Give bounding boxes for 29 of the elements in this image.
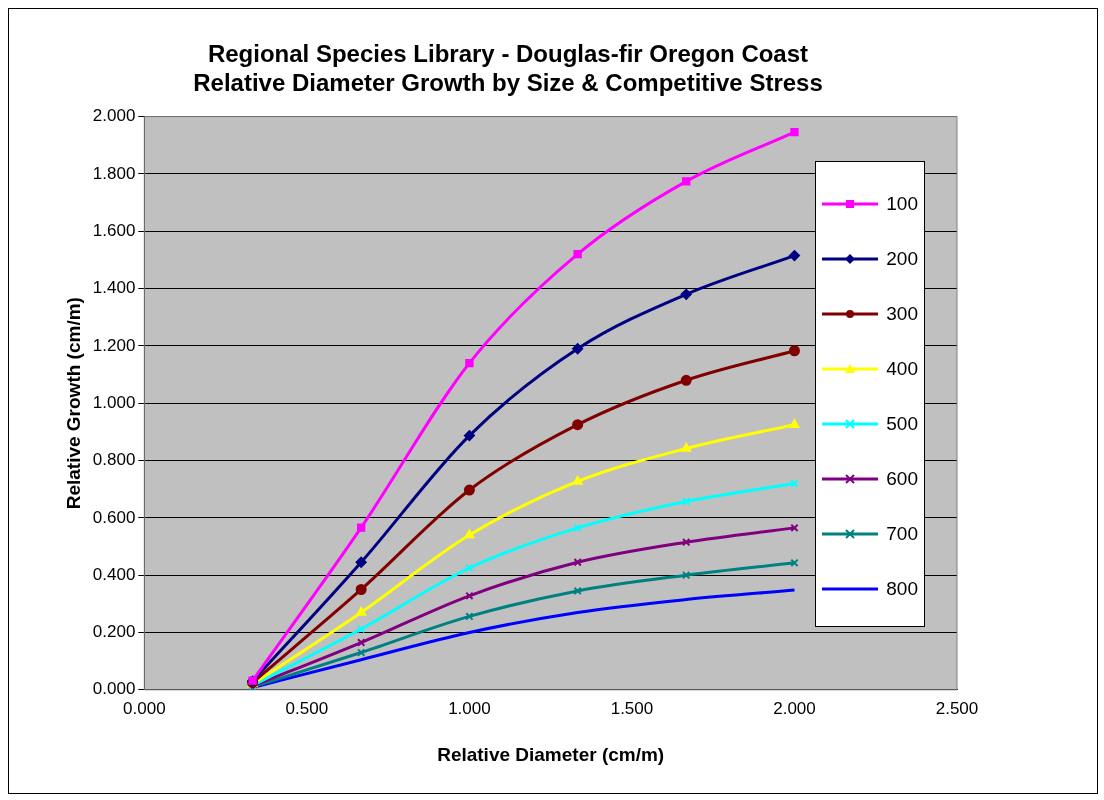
y-tick-label: 0.000 <box>92 679 136 699</box>
legend-label: 300 <box>886 302 918 325</box>
y-tick-label: 2.000 <box>92 106 136 126</box>
x-tick-label: 2.000 <box>773 698 816 718</box>
legend-label: 700 <box>886 522 918 545</box>
text: Relative Diameter Growth by Size & Competitive Stress <box>193 68 823 96</box>
x-tick-label: 1.000 <box>448 698 491 718</box>
y-tick-label: 0.200 <box>92 622 136 642</box>
text: Regional Species Library - Douglas-fir Oregon Coast <box>207 40 809 68</box>
legend-label: 400 <box>886 357 918 380</box>
legend-label: 500 <box>886 412 918 435</box>
y-tick-label: 1.800 <box>92 163 136 183</box>
y-tick-label: 1.000 <box>92 392 136 412</box>
legend-label: 800 <box>886 577 918 600</box>
y-tick-label: 0.400 <box>92 564 136 584</box>
legend-label: 200 <box>886 247 918 270</box>
x-axis-title: Relative Diameter (cm/m) <box>437 743 665 765</box>
y-tick-label: 0.800 <box>92 450 136 470</box>
y-tick-label: 1.400 <box>92 278 136 298</box>
legend-label: 600 <box>886 467 918 490</box>
legend-label: 100 <box>886 192 918 215</box>
x-tick-label: 0.500 <box>285 698 329 718</box>
x-tick-label: 0.000 <box>123 698 166 718</box>
y-tick-label: 0.600 <box>92 507 136 527</box>
x-tick-label: 2.500 <box>935 698 979 718</box>
x-tick-label: 1.500 <box>610 698 654 718</box>
y-axis-title: Relative Growth (cm/m) <box>62 297 84 510</box>
y-tick-label: 1.600 <box>92 220 136 240</box>
y-tick-label: 1.200 <box>92 335 136 355</box>
